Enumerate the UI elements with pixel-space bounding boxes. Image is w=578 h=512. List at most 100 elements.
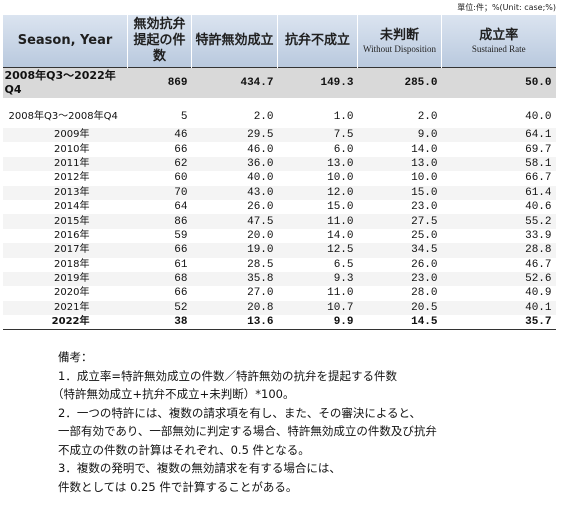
cell: 29.5 xyxy=(191,128,278,143)
header-text: 抗弁不成立 xyxy=(284,33,350,48)
cell: 6.0 xyxy=(333,143,354,156)
cell: 6.5 xyxy=(333,258,354,271)
cell: 40.1 xyxy=(441,300,556,316)
table-row: 2014年 64 26.0 15.0 23.0 40.6 xyxy=(3,200,556,214)
table-row: 2010年 66 46.0 6.0 14.0 69.7 xyxy=(3,142,556,156)
cell: 1.0 xyxy=(333,111,354,123)
cell: 149.3 xyxy=(277,67,358,98)
note-line: 1．成立率=特許無効成立の件数／特許無効の抗弁を提起する件数 xyxy=(58,368,397,383)
row-label: 2016年 xyxy=(54,229,90,241)
row-label: 2021年 xyxy=(2,300,128,316)
cell: 46.7 xyxy=(525,258,552,271)
cell: 12.5 xyxy=(277,243,358,258)
cell: 86 xyxy=(127,214,192,229)
cell: 19.0 xyxy=(191,243,278,258)
cell: 28.0 xyxy=(411,287,438,300)
cell: 36.0 xyxy=(191,156,278,172)
cell: 50.0 xyxy=(441,67,556,98)
cell: 46.0 xyxy=(247,143,274,156)
cell: 23.0 xyxy=(411,201,438,214)
row-label: 2011年 xyxy=(2,156,128,172)
cell: 26.0 xyxy=(411,258,438,271)
cell: 33.9 xyxy=(525,229,552,242)
header-subtext: Sustained Rate xyxy=(471,43,526,54)
cell: 61.4 xyxy=(441,185,556,200)
note-line: 一部有効であり、一部無効に判定する場合、特許無効成立の件数及び抗弁 xyxy=(58,424,437,438)
row-label: 2020年 xyxy=(54,287,90,299)
cell: 55.2 xyxy=(441,214,556,229)
cell: 13.0 xyxy=(357,156,442,172)
cell: 52 xyxy=(127,300,192,316)
cell: 14.0 xyxy=(411,143,438,156)
note-line: （特許無効成立+抗弁不成立+未判断）*100。 xyxy=(52,387,295,401)
cell: 15.0 xyxy=(357,185,442,200)
cell: 285.0 xyxy=(357,67,442,98)
table-row: 2011年 62 36.0 13.0 13.0 58.1 xyxy=(2,156,556,172)
cell: 40.0 xyxy=(525,111,552,123)
cell: 62 xyxy=(127,156,192,172)
row-label: 2018年 xyxy=(54,258,90,270)
cell: 40.9 xyxy=(525,287,552,300)
cell: 9.0 xyxy=(357,128,442,143)
cell: 60 xyxy=(174,172,188,185)
header-text: Season, Year xyxy=(17,33,113,48)
cell: 10.0 xyxy=(411,172,438,185)
cell: 59 xyxy=(174,229,188,242)
header-text: 無効抗弁提起の件数 xyxy=(133,17,186,64)
cell: 34.5 xyxy=(357,243,442,258)
table-row: 2008年Q3～2008年Q4 5 2.0 1.0 2.0 40.0 xyxy=(3,106,556,128)
header-cell: 成立率 Sustained Rate xyxy=(441,15,556,68)
row-label: 2008年Q3～2022年Q4 xyxy=(2,67,128,98)
cell: 40.0 xyxy=(247,172,274,185)
cell: 9.3 xyxy=(277,271,358,287)
header-cell: 抗弁不成立 xyxy=(277,15,358,68)
cell: 11.0 xyxy=(277,214,358,229)
notes: 備考： 1．成立率=特許無効成立の件数／特許無効の抗弁を提起する件数 （特許無効成立… xyxy=(52,348,437,496)
cell: 13.0 xyxy=(277,156,358,172)
row-label: 2010年 xyxy=(54,143,90,155)
header-cell: 無効抗弁提起の件数 xyxy=(127,15,192,68)
cell: 14.5 xyxy=(357,315,442,331)
cell: 35.7 xyxy=(441,315,556,331)
table-row: 2008年Q3～2022年Q4 869 434.7 149.3 285.0 50.0 xyxy=(2,67,556,98)
cell: 46 xyxy=(127,128,192,143)
cell: 38 xyxy=(127,315,192,331)
header-text: 成立率 xyxy=(479,27,519,43)
cell: 43.0 xyxy=(191,185,278,200)
cell: 28.5 xyxy=(247,258,274,271)
cell: 64.1 xyxy=(441,128,556,143)
spacer-row xyxy=(3,98,556,106)
table-row: 2021年 52 20.8 10.7 20.5 40.1 xyxy=(2,300,556,316)
cell: 70 xyxy=(127,185,192,200)
table-row: 2020年 66 27.0 11.0 28.0 40.9 xyxy=(3,286,556,300)
cell: 2.0 xyxy=(253,111,274,123)
note-line: 2．一つの特許には、複数の請求項を有し、また、その審決によると、 xyxy=(58,405,422,420)
note-line: 不成立の件数の計算はそれぞれ、0.5 件となる。 xyxy=(58,442,310,457)
cell: 5 xyxy=(180,111,188,123)
cell: 27.5 xyxy=(357,214,442,229)
header-cell: Season, Year xyxy=(2,15,128,68)
table-row: 2016年 59 20.0 14.0 25.0 33.9 xyxy=(3,229,556,243)
table-row: 2018年 61 28.5 6.5 26.0 46.7 xyxy=(3,258,556,272)
cell: 20.0 xyxy=(247,229,274,242)
table-row: 2015年 86 47.5 11.0 27.5 55.2 xyxy=(2,214,556,229)
table-row: 2019年 68 35.8 9.3 23.0 52.6 xyxy=(2,271,556,287)
table-row: 2022年 38 13.6 9.9 14.5 35.7 xyxy=(2,315,556,331)
cell: 20.8 xyxy=(191,300,278,316)
cell: 35.8 xyxy=(191,271,278,287)
row-label: 2017年 xyxy=(2,243,128,258)
note-line: 備考： xyxy=(58,350,93,364)
cell: 68 xyxy=(127,271,192,287)
header-text: 未判断 xyxy=(379,27,419,43)
row-label: 2022年 xyxy=(2,315,128,331)
cell: 15.0 xyxy=(327,201,354,214)
cell: 12.0 xyxy=(277,185,358,200)
header-cell: 未判断 Without Disposition xyxy=(357,15,442,68)
cell: 20.5 xyxy=(357,300,442,316)
header-row: Season, Year 無効抗弁提起の件数 特許無効成立 抗弁不成立 未判断 Witho… xyxy=(2,15,556,68)
cell: 869 xyxy=(127,67,192,98)
cell: 66 xyxy=(174,287,188,300)
row-label: 2008年Q3～2008年Q4 xyxy=(8,111,118,122)
row-label: 2015年 xyxy=(2,214,128,229)
data-table: Season, Year 無効抗弁提起の件数 特許無効成立 抗弁不成立 未判断 Witho… xyxy=(2,15,556,331)
